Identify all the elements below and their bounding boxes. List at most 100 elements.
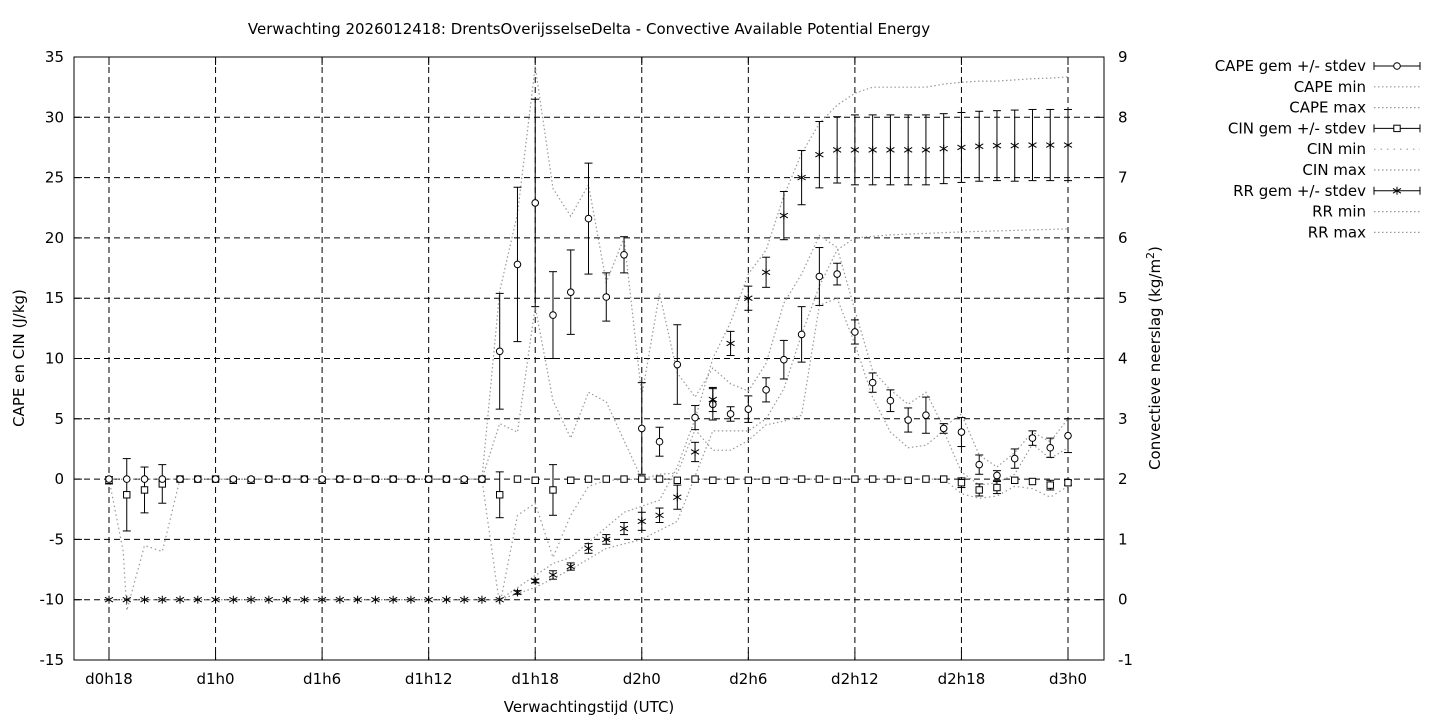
rr-point <box>104 595 114 604</box>
rr-point <box>264 595 274 604</box>
y-tick-label: 15 <box>45 289 64 307</box>
cin-point <box>620 475 628 483</box>
legend-entry-label: CIN min <box>1307 140 1366 158</box>
rr-point <box>1028 141 1037 150</box>
legend-entry-label: CAPE gem +/- stdev <box>1215 57 1366 75</box>
rr-point <box>655 511 664 520</box>
star-stroke <box>1010 142 1019 149</box>
cin-point <box>513 475 522 483</box>
rr-point <box>726 339 735 348</box>
cape-point <box>620 250 628 259</box>
rr-point <box>992 141 1002 150</box>
x-tick-label: d1h6 <box>303 670 341 688</box>
star-stroke <box>1045 142 1055 148</box>
cape-point <box>584 214 593 223</box>
cape-point <box>797 330 806 339</box>
cape-point <box>247 475 255 483</box>
rr-point <box>424 595 433 604</box>
x-tick-label: d2h6 <box>729 670 767 688</box>
star-stroke <box>406 596 416 603</box>
rr-point <box>477 595 487 604</box>
cin-point <box>975 486 983 494</box>
rr-point <box>211 595 220 604</box>
y-tick-label: 25 <box>45 169 64 187</box>
cape-point <box>922 411 930 419</box>
cape-point <box>371 475 380 483</box>
x-tick-label: d2h12 <box>831 670 879 688</box>
rr-point <box>158 595 167 604</box>
cape-point <box>495 347 504 356</box>
series-cape-min <box>109 297 1069 486</box>
rr-point <box>903 145 913 154</box>
star-stroke <box>175 596 185 603</box>
rr-point <box>584 544 593 553</box>
star-stroke <box>619 525 629 532</box>
rr-point <box>495 595 504 604</box>
star-stroke <box>584 545 593 552</box>
rr-point <box>406 595 416 604</box>
star-stroke <box>459 596 469 603</box>
series-cin-min <box>108 478 1069 611</box>
y2-tick-label: 3 <box>1118 410 1128 428</box>
rr-point <box>140 595 149 604</box>
rr-point <box>513 588 522 597</box>
y-tick-label: -5 <box>49 530 64 548</box>
legend-entry-label: RR max <box>1308 223 1366 241</box>
star-stroke <box>246 596 256 603</box>
legend: CAPE gem +/- stdev CAPE min CAPE max CIN ge… <box>1215 57 1421 241</box>
cape-point <box>744 405 753 413</box>
cin-point <box>780 476 788 485</box>
star-stroke <box>104 596 114 603</box>
rr-point <box>974 142 984 151</box>
y2-tick-label: 9 <box>1118 48 1128 66</box>
cape-point <box>602 293 611 301</box>
rr-point <box>335 595 345 604</box>
cape-point <box>442 475 451 483</box>
cape-point <box>566 288 575 296</box>
cin-point <box>851 475 859 483</box>
rr-point <box>939 144 948 153</box>
cape-point <box>1010 454 1019 463</box>
star-stroke <box>317 596 327 603</box>
grid <box>74 57 1104 660</box>
cape-point <box>176 475 184 483</box>
x-tick-label: d1h0 <box>196 670 234 688</box>
cape-point <box>318 475 326 483</box>
rr-point <box>459 595 469 604</box>
cape-point <box>851 328 859 336</box>
cape-point <box>1064 431 1072 440</box>
cape-point <box>513 260 522 269</box>
y2-tick-label: 7 <box>1118 169 1128 187</box>
cin-point <box>886 475 895 483</box>
star-stroke <box>744 295 753 302</box>
cape-point <box>282 475 291 483</box>
star-stroke <box>779 212 789 219</box>
star-stroke <box>886 147 895 153</box>
cape-point <box>939 424 948 433</box>
rr-point <box>673 493 682 502</box>
rr-point <box>442 595 451 604</box>
cape-point <box>762 386 770 394</box>
y-tick-label: 5 <box>54 410 64 428</box>
cape-point <box>389 475 397 483</box>
y2-tick-label: 6 <box>1118 229 1128 247</box>
cape-point <box>780 355 788 364</box>
legend-marker-circle <box>1393 62 1401 70</box>
legend-marker-star <box>1392 186 1402 195</box>
star-stroke <box>903 147 913 153</box>
star-stroke <box>211 596 220 603</box>
cape-point <box>407 475 415 483</box>
star-stroke <box>264 596 274 603</box>
star-stroke <box>371 596 380 603</box>
y2-axis-label-sup: 2 <box>1144 252 1157 259</box>
cape-point <box>655 437 664 446</box>
star-stroke <box>655 512 664 519</box>
star-stroke <box>868 147 877 153</box>
rr-point <box>797 173 806 182</box>
cape-point <box>637 424 646 433</box>
cin-point <box>797 475 806 483</box>
rr-point <box>637 517 647 526</box>
star-stroke <box>229 596 238 603</box>
y2-tick-label: 8 <box>1118 108 1128 126</box>
star-stroke <box>140 596 149 603</box>
